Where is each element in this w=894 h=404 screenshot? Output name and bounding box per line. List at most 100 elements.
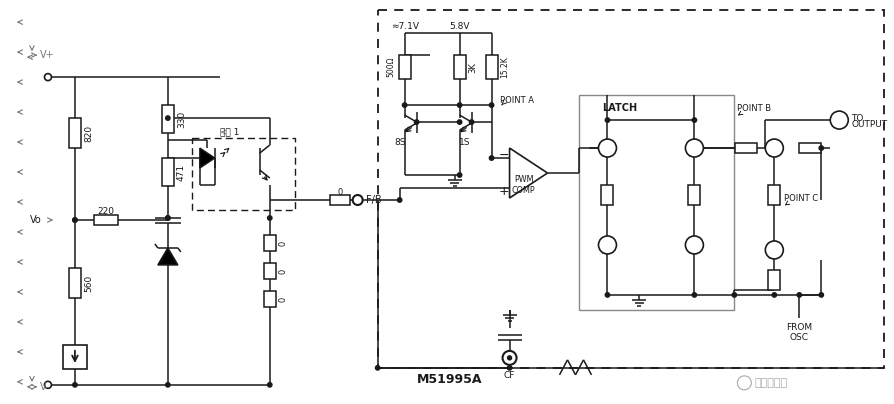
Text: FROM: FROM [785,323,812,332]
Circle shape [457,173,461,177]
Text: 560: 560 [84,274,93,292]
Circle shape [685,139,703,157]
Circle shape [165,216,170,220]
Bar [162,158,173,186]
Text: 0: 0 [278,240,288,246]
Bar [264,235,275,251]
Circle shape [797,293,801,297]
Bar [69,268,80,298]
Text: 220: 220 [97,208,114,217]
Text: 0: 0 [337,187,342,196]
Text: CF: CF [503,371,515,380]
Text: 8S: 8S [393,137,405,147]
Text: OSC: OSC [789,333,808,342]
Circle shape [598,236,616,254]
Circle shape [818,293,822,297]
Circle shape [267,216,272,220]
Circle shape [165,216,170,220]
Circle shape [818,146,822,150]
Text: TO: TO [850,114,863,122]
Text: V+: V+ [40,50,55,60]
Text: POINT C: POINT C [783,194,817,202]
Bar [69,118,80,148]
Text: POINT A: POINT A [499,96,533,105]
Bar [398,55,410,79]
Text: 3K: 3K [468,62,477,73]
Circle shape [72,383,77,387]
Circle shape [402,103,407,107]
Circle shape [507,366,511,370]
Circle shape [375,366,379,370]
Text: OUTPUT: OUTPUT [850,120,886,128]
Text: 1S: 1S [459,137,470,147]
Bar [264,291,275,307]
Circle shape [72,218,77,222]
Bar [63,345,87,369]
Polygon shape [157,248,178,265]
Bar [453,55,465,79]
Circle shape [772,293,776,297]
Circle shape [764,241,782,259]
Text: 15.2K: 15.2K [500,56,509,78]
Circle shape [457,103,461,107]
Text: 0: 0 [278,296,288,301]
Text: 330: 330 [177,110,186,128]
Bar [485,55,497,79]
Circle shape [691,118,696,122]
Text: M51995A: M51995A [417,373,482,386]
Circle shape [764,139,782,157]
Circle shape [737,376,750,390]
Bar [162,105,173,133]
Circle shape [414,120,418,124]
Circle shape [352,195,362,205]
Bar [578,95,734,310]
Circle shape [502,351,516,365]
Circle shape [457,120,461,124]
Text: 5.8V: 5.8V [449,22,469,31]
Text: 500Ω: 500Ω [386,57,395,78]
Text: +: + [498,185,509,198]
Bar [767,270,780,290]
Bar [601,185,612,205]
Circle shape [598,139,616,157]
Circle shape [489,156,493,160]
Circle shape [731,293,736,297]
Circle shape [45,381,51,388]
Text: −: − [498,149,509,162]
Text: Vo: Vo [30,215,42,225]
Circle shape [604,118,609,122]
Polygon shape [509,148,547,198]
Circle shape [267,383,272,387]
Circle shape [691,293,696,297]
Bar [329,195,350,205]
Circle shape [685,236,703,254]
Text: 0: 0 [278,268,288,274]
Circle shape [507,356,511,360]
Circle shape [72,218,77,222]
Bar [94,215,118,225]
Bar [687,185,700,205]
Text: ≈7.1V: ≈7.1V [390,22,418,31]
Text: PWM
COMP: PWM COMP [511,175,535,195]
Bar [264,263,275,279]
Circle shape [165,116,170,120]
Text: F/B: F/B [366,195,381,205]
Circle shape [830,111,848,129]
Bar [767,185,780,205]
Text: LATCH: LATCH [602,103,637,113]
Text: 光电 1: 光电 1 [220,128,240,137]
Text: 电路一点通: 电路一点通 [754,378,787,388]
Circle shape [45,74,51,81]
Text: V-: V- [40,382,49,392]
Circle shape [468,120,473,124]
Circle shape [165,383,170,387]
Circle shape [604,293,609,297]
Text: 471: 471 [177,164,186,181]
Bar [735,143,756,153]
Circle shape [489,103,493,107]
Polygon shape [199,148,215,168]
Circle shape [397,198,401,202]
Text: POINT B: POINT B [737,103,771,113]
Text: 820: 820 [84,124,93,142]
Bar [798,143,821,153]
